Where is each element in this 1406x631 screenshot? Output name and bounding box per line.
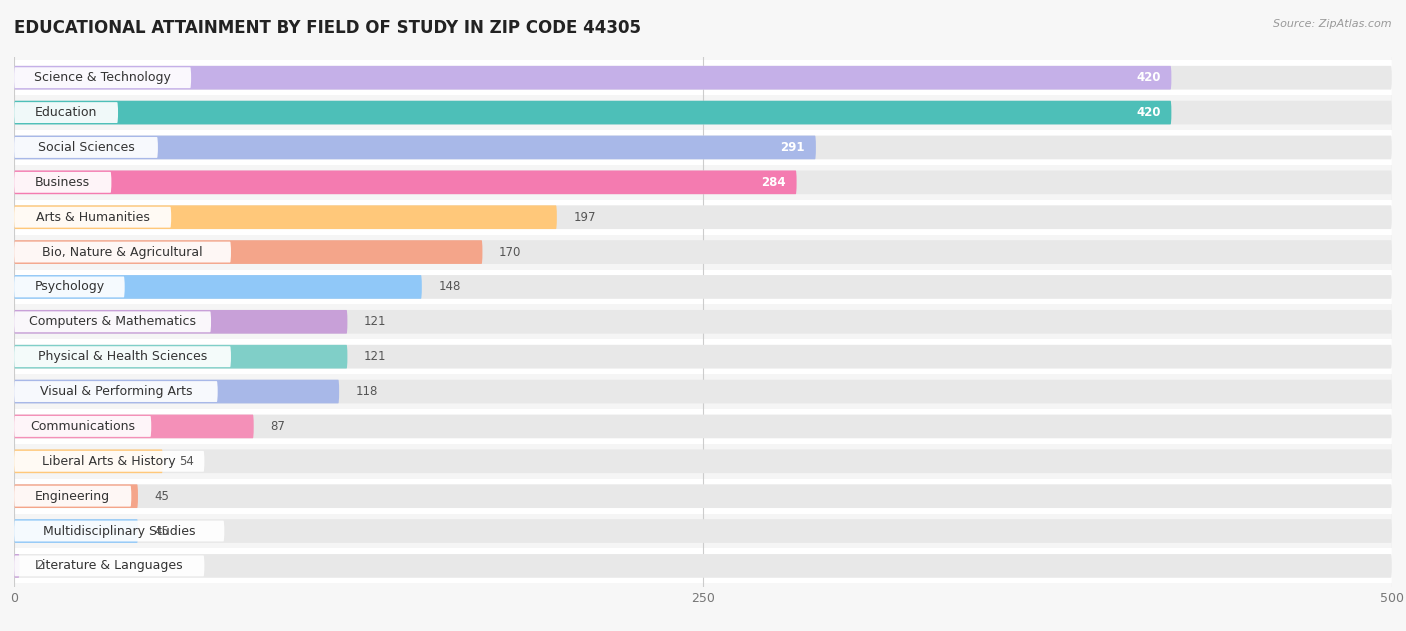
FancyBboxPatch shape (14, 345, 347, 369)
FancyBboxPatch shape (14, 451, 204, 472)
Text: 54: 54 (180, 455, 194, 468)
FancyBboxPatch shape (14, 61, 1392, 95)
FancyBboxPatch shape (14, 416, 152, 437)
FancyBboxPatch shape (14, 137, 157, 158)
FancyBboxPatch shape (14, 136, 815, 159)
FancyBboxPatch shape (14, 130, 1392, 165)
Text: Communications: Communications (30, 420, 135, 433)
FancyBboxPatch shape (14, 304, 1392, 339)
FancyBboxPatch shape (14, 205, 1392, 229)
FancyBboxPatch shape (14, 345, 1392, 369)
FancyBboxPatch shape (14, 415, 253, 439)
FancyBboxPatch shape (14, 449, 1392, 473)
Text: EDUCATIONAL ATTAINMENT BY FIELD OF STUDY IN ZIP CODE 44305: EDUCATIONAL ATTAINMENT BY FIELD OF STUDY… (14, 19, 641, 37)
Text: Liberal Arts & History: Liberal Arts & History (42, 455, 176, 468)
FancyBboxPatch shape (14, 170, 797, 194)
FancyBboxPatch shape (14, 66, 1171, 90)
Text: 420: 420 (1136, 106, 1160, 119)
Text: 2: 2 (37, 560, 44, 572)
FancyBboxPatch shape (14, 479, 1392, 514)
Text: 291: 291 (780, 141, 806, 154)
Text: Literature & Languages: Literature & Languages (35, 560, 183, 572)
FancyBboxPatch shape (14, 380, 1392, 403)
Text: 197: 197 (574, 211, 596, 224)
FancyBboxPatch shape (14, 101, 1171, 124)
FancyBboxPatch shape (14, 66, 1392, 90)
Text: 121: 121 (364, 350, 387, 363)
FancyBboxPatch shape (14, 136, 1392, 159)
Text: Visual & Performing Arts: Visual & Performing Arts (39, 385, 193, 398)
Text: Education: Education (35, 106, 97, 119)
FancyBboxPatch shape (14, 485, 138, 508)
FancyBboxPatch shape (14, 374, 1392, 409)
FancyBboxPatch shape (14, 275, 1392, 299)
FancyBboxPatch shape (14, 514, 1392, 548)
FancyBboxPatch shape (14, 207, 172, 228)
FancyBboxPatch shape (14, 449, 163, 473)
Text: Source: ZipAtlas.com: Source: ZipAtlas.com (1274, 19, 1392, 29)
FancyBboxPatch shape (14, 240, 1392, 264)
FancyBboxPatch shape (14, 554, 1392, 578)
FancyBboxPatch shape (14, 275, 422, 299)
Text: 118: 118 (356, 385, 378, 398)
FancyBboxPatch shape (14, 519, 138, 543)
FancyBboxPatch shape (14, 276, 125, 297)
FancyBboxPatch shape (14, 242, 231, 262)
Text: Business: Business (35, 176, 90, 189)
FancyBboxPatch shape (14, 415, 1392, 439)
Text: 170: 170 (499, 245, 522, 259)
Text: 284: 284 (761, 176, 786, 189)
FancyBboxPatch shape (14, 485, 1392, 508)
FancyBboxPatch shape (14, 102, 118, 123)
Text: 420: 420 (1136, 71, 1160, 84)
FancyBboxPatch shape (14, 409, 1392, 444)
Text: Arts & Humanities: Arts & Humanities (35, 211, 149, 224)
FancyBboxPatch shape (14, 269, 1392, 304)
Text: Engineering: Engineering (35, 490, 110, 503)
FancyBboxPatch shape (14, 339, 1392, 374)
Text: Computers & Mathematics: Computers & Mathematics (30, 316, 195, 328)
FancyBboxPatch shape (14, 172, 111, 192)
FancyBboxPatch shape (14, 346, 231, 367)
FancyBboxPatch shape (14, 486, 131, 507)
FancyBboxPatch shape (14, 240, 482, 264)
FancyBboxPatch shape (14, 444, 1392, 479)
FancyBboxPatch shape (14, 311, 211, 333)
FancyBboxPatch shape (14, 555, 204, 576)
FancyBboxPatch shape (14, 554, 20, 578)
FancyBboxPatch shape (14, 548, 1392, 583)
Text: 45: 45 (155, 490, 170, 503)
FancyBboxPatch shape (14, 521, 225, 541)
Text: Bio, Nature & Agricultural: Bio, Nature & Agricultural (42, 245, 202, 259)
Text: Science & Technology: Science & Technology (34, 71, 172, 84)
Text: Multidisciplinary Studies: Multidisciplinary Studies (44, 524, 195, 538)
FancyBboxPatch shape (14, 381, 218, 402)
FancyBboxPatch shape (14, 310, 1392, 334)
Text: Psychology: Psychology (34, 280, 104, 293)
Text: 87: 87 (270, 420, 285, 433)
Text: 121: 121 (364, 316, 387, 328)
FancyBboxPatch shape (14, 235, 1392, 269)
FancyBboxPatch shape (14, 205, 557, 229)
Text: Physical & Health Sciences: Physical & Health Sciences (38, 350, 207, 363)
Text: Social Sciences: Social Sciences (38, 141, 135, 154)
FancyBboxPatch shape (14, 380, 339, 403)
Text: 148: 148 (439, 280, 461, 293)
FancyBboxPatch shape (14, 95, 1392, 130)
FancyBboxPatch shape (14, 170, 1392, 194)
FancyBboxPatch shape (14, 310, 347, 334)
FancyBboxPatch shape (14, 200, 1392, 235)
FancyBboxPatch shape (14, 165, 1392, 200)
FancyBboxPatch shape (14, 68, 191, 88)
FancyBboxPatch shape (14, 519, 1392, 543)
Text: 45: 45 (155, 524, 170, 538)
FancyBboxPatch shape (14, 101, 1392, 124)
